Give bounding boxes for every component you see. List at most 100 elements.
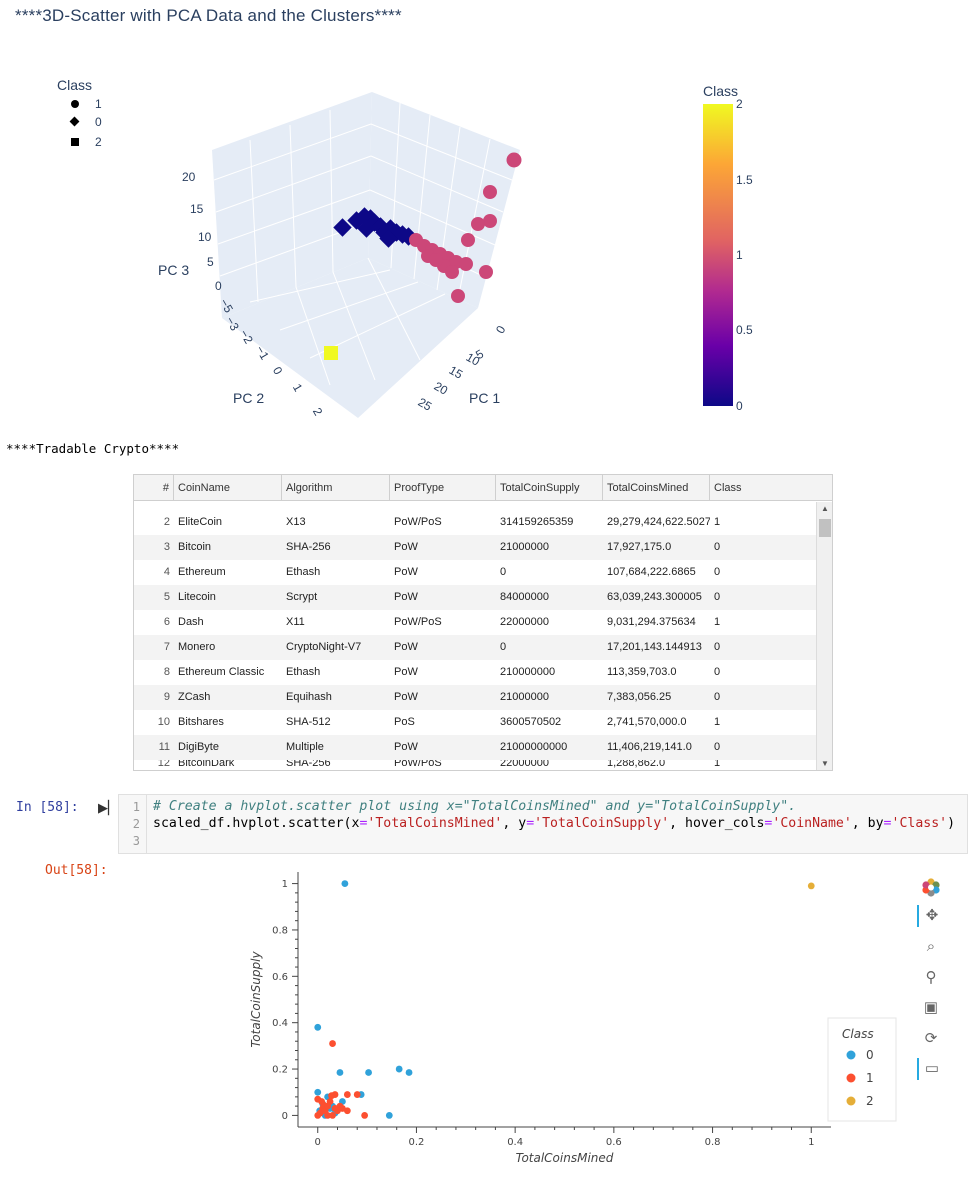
table-cell: 7,383,056.25 (607, 691, 672, 703)
scatter-point-class-1[interactable] (328, 1092, 335, 1100)
scroll-thumb[interactable] (819, 519, 831, 537)
table-cell: 29,279,424,622.5027 (607, 516, 710, 528)
scatter-point-class-1[interactable] (343, 1091, 351, 1098)
table-row[interactable]: 9 ZCash Equihash PoW 21000000 7,383,056.25 0 (134, 685, 817, 710)
legend-diamond-icon (69, 116, 80, 127)
scatter-point-class-1[interactable] (324, 1102, 332, 1110)
table-header-row: # CoinName Algorithm ProofType TotalCoin… (134, 475, 832, 501)
table-cell: Monero (178, 641, 216, 653)
scatter-point-class-0[interactable] (336, 1069, 344, 1076)
plot3d-title: ****3D-Scatter with PCA Data and the Clu… (15, 6, 402, 25)
table-cell: Litecoin (178, 591, 216, 603)
scatter-point-class-0[interactable] (365, 1069, 372, 1076)
colorbar-title: Class (703, 83, 738, 99)
table-row[interactable]: 7 Monero CryptoNight-V7 PoW 0 17,201,143.1449… (134, 635, 817, 660)
table-cell: DigiByte (178, 741, 219, 753)
scroll-down-arrow-icon[interactable]: ▼ (821, 759, 829, 768)
table-cell: 0 (500, 566, 507, 578)
x-tick-label: 0.4 (507, 1137, 523, 1148)
plot-points[interactable] (314, 880, 815, 1119)
legend-label: 1 (866, 1071, 874, 1085)
table-cell: PoW (394, 741, 418, 753)
svg-text:25: 25 (416, 395, 435, 414)
table-cell: Dash (178, 616, 204, 628)
column-header[interactable]: TotalCoinSupply (496, 475, 603, 501)
table-cell: 0 (714, 641, 721, 653)
table-cell: 1 (714, 716, 721, 728)
scatter-point-class-1[interactable] (353, 1091, 361, 1098)
scatter-point-class-0[interactable] (395, 1065, 403, 1073)
class-0-markers[interactable] (333, 207, 418, 248)
run-cell-icon[interactable]: ▶▏ (98, 800, 118, 815)
table-row[interactable]: 3 Bitcoin SHA-256 PoW 21000000 17,927,175.0 0 (134, 535, 817, 560)
column-header[interactable]: TotalCoinsMined (603, 475, 710, 501)
scene-panes (212, 92, 520, 418)
class-2-marker[interactable] (324, 346, 338, 360)
vertical-scrollbar[interactable]: ▲ ▼ (816, 502, 832, 770)
svg-text:−2: −2 (237, 327, 256, 346)
column-header[interactable]: CoinName (174, 475, 282, 501)
scatter-point-class-1[interactable] (331, 1105, 339, 1112)
box-zoom-icon[interactable]: ⌕ (926, 938, 936, 955)
table-cell: 21000000000 (500, 741, 568, 753)
column-header[interactable]: Class (714, 482, 742, 494)
table-cell: Bitcoin (178, 541, 212, 553)
table-row[interactable]: 2 EliteCoin X13 PoW/PoS 314159265359 29,279,4… (134, 510, 817, 535)
table-cell: Bitshares (178, 716, 224, 728)
table-cell: Multiple (286, 741, 324, 753)
data-table[interactable]: # CoinName Algorithm ProofType TotalCoin… (133, 474, 833, 771)
table-cell: 3 (163, 541, 170, 553)
scatter-point-class-2[interactable] (807, 882, 815, 890)
table-cell: 0 (714, 666, 721, 678)
table-row[interactable]: 6 Dash X11 PoW/PoS 22000000 9,031,294.375634 1 (134, 610, 817, 635)
reset-icon[interactable]: ⟳ (924, 1030, 938, 1047)
legend-item-1[interactable]: 1 (71, 97, 102, 111)
svg-text:−3: −3 (223, 314, 242, 333)
table-cell: Ethash (286, 566, 321, 578)
svg-text:1.5: 1.5 (736, 173, 753, 187)
table-row[interactable]: 10 Bitshares SHA-512 PoS 3600570502 2,741,570… (134, 710, 817, 735)
svg-text:−1: −1 (253, 343, 272, 362)
scatter-point-class-0[interactable] (314, 1088, 322, 1096)
class-1-markers[interactable] (409, 152, 522, 304)
pan-icon[interactable]: ✥ (917, 905, 945, 927)
scatter-point-class-1[interactable] (343, 1107, 351, 1115)
column-header[interactable]: ProofType (390, 475, 496, 501)
table-cell: 1 (714, 516, 721, 528)
table-cell: 2,741,570,000.0 (607, 716, 687, 728)
column-header[interactable]: # (134, 475, 174, 501)
scatter-plot[interactable]: 0 0.2 0.4 0.6 0.8 1 0 0.2 0.4 0.6 0.8 1 TotalCoinsM… (230, 870, 910, 1170)
table-cell: SHA-256 (286, 541, 331, 553)
bokeh-logo-icon[interactable] (917, 876, 945, 898)
scatter-point-class-1[interactable] (329, 1040, 336, 1047)
save-icon[interactable]: ▣ (923, 999, 939, 1016)
table-row[interactable]: 4 Ethereum Ethash PoW 0 107,684,222.6865 0 (134, 560, 817, 585)
legend-swatch (846, 1050, 856, 1060)
scatter-point-class-0[interactable] (385, 1112, 393, 1119)
scatter-point-class-1[interactable] (314, 1112, 322, 1119)
scroll-up-arrow-icon[interactable]: ▲ (821, 504, 829, 513)
table-cell: 107,684,222.6865 (607, 566, 696, 578)
plot-legend[interactable]: Class 0 1 2 (827, 1017, 897, 1122)
scatter-point-class-1[interactable] (329, 1112, 336, 1119)
table-row[interactable]: 8 Ethereum Classic Ethash PoW 210000000 113,3… (134, 660, 817, 685)
scatter-point-class-0[interactable] (405, 1069, 413, 1076)
scatter-point-class-1[interactable] (361, 1112, 369, 1119)
table-cell: 2 (163, 516, 170, 528)
wheel-zoom-icon[interactable]: ⚲ (925, 969, 937, 986)
table-cell: 11 (158, 741, 170, 753)
table-row[interactable]: 11 DigiByte Multiple PoW 21000000000 11,406,2… (134, 735, 817, 760)
svg-text:−5: −5 (217, 296, 236, 315)
column-header[interactable]: Algorithm (282, 475, 390, 501)
code-editor[interactable]: 1 2 3 # Create a hvplot.scatter plot usi… (118, 794, 968, 854)
scatter-point-class-0[interactable] (314, 1023, 322, 1031)
legend-item-0[interactable]: 0 (69, 115, 102, 129)
legend-item-2[interactable]: 2 (71, 135, 102, 149)
scatter-point-class-1[interactable] (318, 1098, 326, 1105)
table-cell: 0 (714, 741, 721, 753)
scatter-point-class-0[interactable] (341, 880, 349, 887)
y-tick-label: 0.8 (272, 925, 288, 936)
hover-icon[interactable]: ▭ (917, 1058, 945, 1080)
plot3d-figure[interactable]: Class 1 0 2 (0, 30, 975, 430)
table-row[interactable]: 5 Litecoin Scrypt PoW 84000000 63,039,243.300… (134, 585, 817, 610)
